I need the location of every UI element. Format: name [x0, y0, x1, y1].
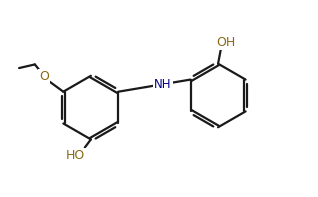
Text: O: O	[39, 70, 49, 83]
Text: OH: OH	[216, 36, 235, 49]
Text: HO: HO	[66, 149, 85, 162]
Text: NH: NH	[154, 78, 172, 91]
